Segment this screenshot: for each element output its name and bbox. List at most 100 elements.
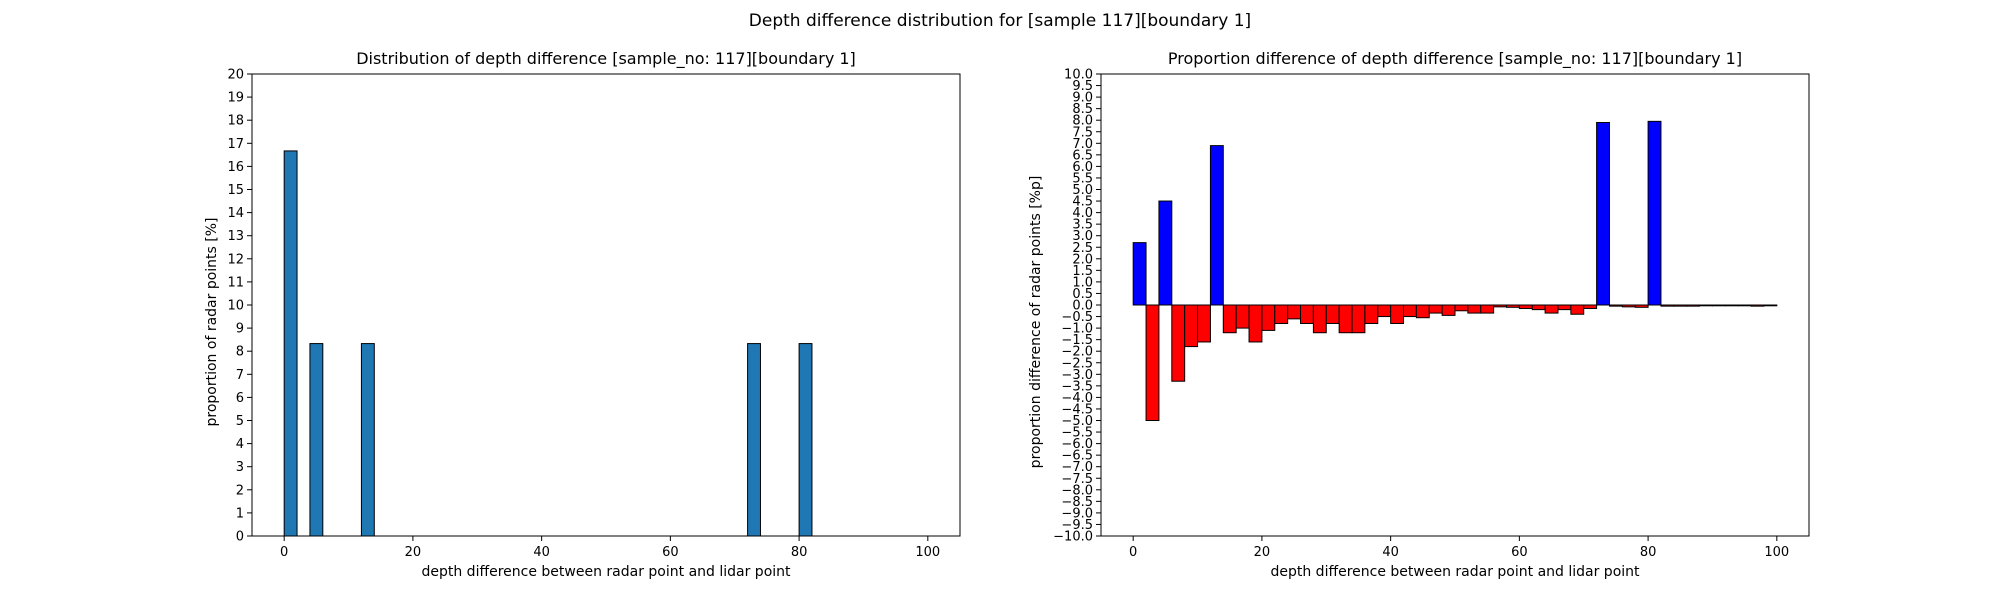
- right-chart-bar: [1338, 304, 1353, 334]
- right-chart-bar: [1287, 304, 1302, 320]
- right-chart-bar: [1235, 304, 1250, 329]
- right-chart-frame: [1100, 73, 1810, 537]
- left-chart: Distribution of depth difference [sample…: [204, 49, 961, 580]
- left-chart-frame: [251, 73, 961, 537]
- right-chart-ytick-label: −5.5: [1061, 426, 1093, 441]
- left-chart-ytick-label: 5: [236, 414, 244, 429]
- right-chart-ytick-label: 3.0: [1072, 229, 1093, 244]
- left-chart-ticks: 0 20 40 60 80 1000123456789101112131415161718…: [227, 68, 940, 561]
- right-chart-bar: [1351, 304, 1366, 334]
- left-chart-ytick-label: 15: [227, 183, 244, 198]
- right-chart-bar: [1660, 304, 1675, 307]
- right-chart-ytick-label: 7.5: [1072, 125, 1093, 140]
- right-chart-ytick-label: −6.0: [1061, 437, 1093, 452]
- left-chart-xtick-label: 60: [662, 545, 679, 560]
- right-chart-ytick-label: −1.5: [1061, 333, 1093, 348]
- right-chart-xtick-label: 40: [1382, 545, 1399, 560]
- right-chart-ytick-label: 4.0: [1072, 206, 1093, 221]
- right-chart-ytick-label: −3.0: [1061, 368, 1093, 383]
- right-chart-ytick-label: 9.0: [1072, 91, 1093, 106]
- right-chart-ytick-label: −2.0: [1061, 345, 1093, 360]
- right-chart-ytick-label: 8.5: [1072, 102, 1093, 117]
- right-chart-ytick-label: 6.0: [1072, 160, 1093, 175]
- right-chart-bar: [1312, 304, 1327, 334]
- left-chart-ytick-label: 10: [227, 299, 244, 314]
- left-chart-xtick-label: 80: [791, 545, 808, 560]
- left-chart-ytick-label: 3: [236, 460, 244, 475]
- right-chart-bar: [1184, 304, 1199, 348]
- right-chart-ytick-label: 8.0: [1072, 114, 1093, 129]
- right-chart-bar: [1763, 304, 1778, 307]
- right-chart-bar: [1608, 304, 1623, 307]
- right-chart-xlabel: depth difference between radar point and…: [1270, 564, 1640, 580]
- right-chart-bar: [1518, 304, 1533, 309]
- left-chart-ytick-label: 16: [227, 160, 244, 175]
- left-chart-ytick-label: 8: [236, 345, 244, 360]
- right-chart-bar: [1750, 304, 1765, 307]
- right-chart-bar: [1441, 304, 1456, 316]
- right-chart-ytick-label: −9.5: [1061, 518, 1093, 533]
- left-chart-bar: [360, 343, 375, 537]
- left-chart-ytick-label: 1: [236, 506, 244, 521]
- right-chart-ylabel: proportion difference of radar points [%…: [1028, 176, 1044, 469]
- right-chart-bar: [1274, 304, 1289, 324]
- left-chart-bar: [309, 343, 324, 537]
- right-chart-ytick-label: 3.5: [1072, 218, 1093, 233]
- left-chart-xtick-label: 100: [915, 545, 940, 560]
- left-chart-xtick-label: 40: [533, 545, 550, 560]
- right-chart-ytick-label: 5.5: [1072, 171, 1093, 186]
- left-chart-ytick-label: 11: [227, 275, 244, 290]
- right-chart-bar: [1737, 304, 1752, 307]
- right-chart-bar: [1300, 304, 1314, 324]
- right-chart-bar: [1505, 304, 1520, 308]
- left-chart-bar: [747, 343, 761, 537]
- right-chart-ytick-label: −5.0: [1061, 414, 1093, 429]
- right-chart-ytick-label: 0.0: [1072, 299, 1093, 314]
- right-chart-ticks: 0 20 40 60 80 100 −10.0−9.5−9.0−8.5−8.0−7.5−7.…: [1053, 68, 1789, 561]
- right-chart-bar: [1724, 304, 1739, 307]
- right-chart-bar: [1673, 304, 1688, 307]
- right-chart-ytick-label: 9.5: [1072, 79, 1093, 94]
- right-chart-bar: [1531, 304, 1546, 311]
- right-chart-bar: [1583, 304, 1598, 309]
- right-chart-bar: [1711, 304, 1726, 307]
- right-chart-bar: [1467, 304, 1482, 314]
- left-chart-ytick-label: 4: [236, 437, 244, 452]
- right-chart-ytick-label: 6.5: [1072, 148, 1093, 163]
- left-chart-title: Distribution of depth difference [sample…: [356, 49, 856, 69]
- right-chart-bar: [1570, 304, 1585, 315]
- right-chart-bar: [1647, 120, 1662, 306]
- left-chart-ytick-label: 7: [236, 368, 244, 383]
- left-chart-ylabel: proportion of radar points [%]: [204, 217, 220, 426]
- right-chart-ytick-label: 4.5: [1072, 195, 1093, 210]
- left-chart-ytick-label: 0: [236, 530, 244, 545]
- left-chart-ytick-label: 2: [236, 483, 244, 498]
- left-chart-ytick-label: 19: [227, 91, 244, 106]
- right-chart-bar: [1197, 304, 1211, 343]
- left-chart-ytick-label: 13: [227, 229, 244, 244]
- right-chart-title: Proportion difference of depth differenc…: [1168, 49, 1742, 69]
- right-chart-xtick-label: 80: [1640, 545, 1657, 560]
- left-chart-ytick-label: 9: [236, 322, 244, 337]
- right-chart-ytick-label: 2.5: [1072, 241, 1093, 256]
- right-chart-bar: [1171, 304, 1186, 382]
- right-chart-bar: [1325, 304, 1340, 324]
- right-chart-ytick-label: 2.0: [1072, 252, 1093, 267]
- right-chart-bar: [1158, 200, 1173, 306]
- right-chart-ytick-label: −9.0: [1061, 506, 1093, 521]
- right-chart-bar: [1209, 145, 1224, 306]
- left-chart-ytick-label: 6: [236, 391, 244, 406]
- right-chart-bar: [1480, 304, 1495, 314]
- right-chart-bar: [1364, 304, 1379, 324]
- left-chart-ytick-label: 14: [227, 206, 244, 221]
- right-chart-bar: [1621, 304, 1636, 308]
- left-chart-ytick-label: 17: [227, 137, 244, 152]
- left-chart-bars: [283, 150, 813, 537]
- left-chart-bar: [798, 343, 813, 537]
- right-chart-ytick-label: −2.5: [1061, 356, 1093, 371]
- right-chart-bar: [1428, 304, 1443, 314]
- right-chart-xtick-label: 20: [1254, 545, 1271, 560]
- right-chart-ytick-label: −10.0: [1053, 530, 1093, 545]
- right-chart-bar: [1699, 304, 1713, 307]
